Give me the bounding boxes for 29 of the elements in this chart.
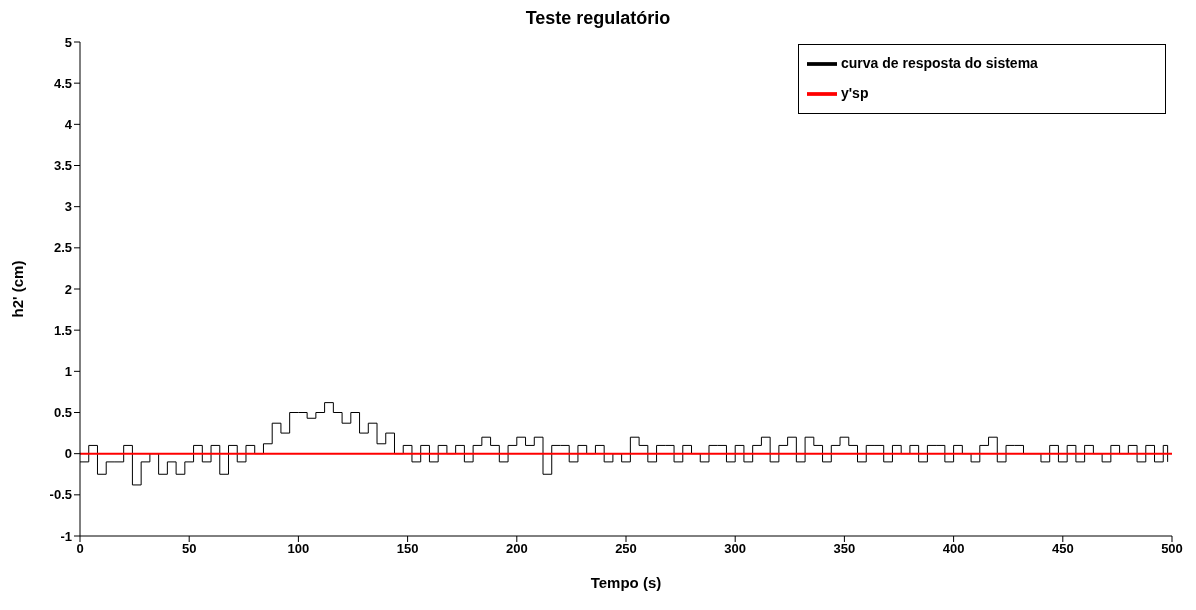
y-tick-label: 0 <box>64 446 72 462</box>
x-tick-label: 400 <box>942 541 965 557</box>
y-tick-label: 5 <box>64 34 72 50</box>
x-tick-label: 300 <box>724 541 747 557</box>
x-tick-label: 200 <box>505 541 528 557</box>
y-tick-label: 3.5 <box>53 158 72 174</box>
x-tick-label: 0 <box>76 541 84 557</box>
y-tick-label: 1.5 <box>53 322 72 338</box>
y-tick-label: -1 <box>60 528 72 544</box>
y-tick-label: 4.5 <box>53 75 72 91</box>
legend-label: y'sp <box>841 85 869 102</box>
x-tick-label: 50 <box>181 541 197 557</box>
x-tick-label: 350 <box>833 541 856 557</box>
y-tick-label: 4 <box>64 116 73 132</box>
chart-title: Teste regulatório <box>524 8 672 30</box>
y-tick-label: -0.5 <box>49 487 72 503</box>
y-axis-title: h2' (cm) <box>9 260 27 318</box>
x-tick-label: 250 <box>615 541 637 557</box>
y-tick-label: 2.5 <box>53 240 72 256</box>
y-tick-label: 3 <box>64 199 72 215</box>
x-axis-title: Tempo (s) <box>590 574 662 591</box>
y-tick-label: 1 <box>64 363 72 379</box>
x-tick-label: 100 <box>287 541 310 557</box>
x-tick-label: 500 <box>1161 541 1183 557</box>
y-tick-label: 2 <box>64 281 72 297</box>
x-tick-label: 150 <box>396 541 419 557</box>
x-tick-label: 450 <box>1051 541 1074 557</box>
legend-label: curva de resposta do sistema <box>841 55 1038 72</box>
y-tick-label: 0.5 <box>53 405 72 421</box>
